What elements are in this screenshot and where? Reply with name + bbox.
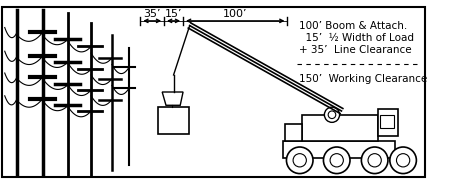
Bar — [284, 124, 302, 141]
Text: 150’  Working Clearance: 150’ Working Clearance — [299, 74, 427, 84]
Text: + 35’  Line Clearance: + 35’ Line Clearance — [299, 45, 411, 55]
Text: 100’: 100’ — [223, 9, 248, 19]
Circle shape — [287, 147, 313, 174]
Circle shape — [328, 111, 336, 118]
Circle shape — [368, 154, 381, 167]
Text: 15’  ½ Width of Load: 15’ ½ Width of Load — [299, 33, 414, 43]
Circle shape — [293, 154, 306, 167]
Polygon shape — [162, 92, 183, 105]
Circle shape — [324, 107, 340, 122]
Circle shape — [390, 147, 416, 174]
Bar — [378, 109, 398, 136]
Bar — [302, 115, 378, 141]
Bar — [380, 115, 394, 128]
Circle shape — [396, 154, 410, 167]
Circle shape — [361, 147, 388, 174]
Text: 35’: 35’ — [144, 9, 161, 19]
Text: 15’: 15’ — [165, 9, 182, 19]
Circle shape — [330, 154, 343, 167]
Bar — [158, 107, 189, 134]
Text: 100’ Boom & Attach.: 100’ Boom & Attach. — [299, 21, 407, 31]
Bar — [283, 141, 395, 158]
Circle shape — [324, 147, 350, 174]
